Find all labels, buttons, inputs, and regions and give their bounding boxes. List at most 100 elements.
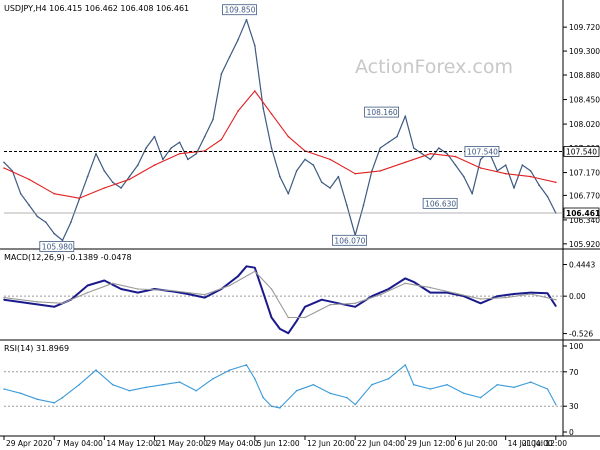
macd-data-point [304,316,306,319]
x-tick-label: 29 Apr 2020 [6,439,53,448]
price-data-point [120,187,122,189]
price-data-point [463,175,465,178]
macd-data-point [513,293,515,295]
price-data-point [170,147,172,149]
macd-data-point [479,298,482,300]
price-data-point [329,187,331,189]
price-y-tick-label: 108.450 [569,96,600,105]
price-data-point [479,158,482,161]
price-y-tick-label: 109.720 [569,23,600,32]
rsi-data-point [254,377,256,380]
price-level-label-box [563,146,600,157]
macd-data-point [203,296,206,299]
macd-data-point [496,295,499,298]
x-tick-label: 21 Jul 12:00 [522,439,567,448]
rsi-data-point [412,383,415,386]
price-data-point [555,181,557,184]
price-y-tick-label: 108.880 [569,71,600,80]
macd-data-point [137,291,139,294]
macd-data-point [203,293,206,296]
price-data-point [245,18,248,21]
macd-data-point [287,332,290,335]
price-data-point [362,204,365,206]
rsi-y-axis: 100 70 30 0 [4,342,584,437]
price-data-point [379,170,382,172]
rsi-data-point [61,396,64,399]
price-data-point [454,155,457,158]
price-data-point [162,158,164,161]
macd-data-point [287,316,290,319]
price-data-point [187,158,189,161]
rsi-data-point [546,388,549,390]
rsi-series [3,364,557,409]
price-y-tick-label: 105.920 [569,240,600,249]
rsi-data-point [245,364,248,366]
chart-header: USDJPY,H4 106.415 106.462 106.408 106.46… [4,4,189,13]
price-data-point [128,178,131,181]
rsi-data-point [404,364,407,366]
rsi-data-point [128,389,131,392]
rsi-y-tick-label: 0 [569,428,574,437]
macd-data-point [479,302,482,305]
macd-data-point [320,298,323,301]
price-data-point [237,38,239,41]
rsi-data-point [529,381,532,383]
rsi-data-point [162,383,164,386]
macd-data-point [387,288,390,290]
macd-data-point [412,281,415,283]
macd-y-tick-label: 0.00 [569,292,586,301]
annotation-box [332,234,367,246]
annotation-box [39,241,75,252]
macd-data-point [429,286,432,289]
price-data-point [337,175,340,178]
price-data-point [513,187,515,189]
rsi-data-point [195,389,198,392]
macd-data-point [354,302,357,305]
rsi-data-point [371,383,373,386]
price-data-point [270,113,273,115]
price-data-point [396,135,398,138]
watermark: ActionForex.com [355,56,513,78]
macd-data-point [379,293,382,296]
macd-data-point [86,291,89,294]
price-data-point [429,152,432,155]
price-data-point [153,135,156,138]
macd-data-point [446,291,448,294]
price-data-point [529,175,532,178]
rsi-data-point [178,381,181,383]
macd-data-point [28,302,30,305]
annotation-label: 105.980 [42,242,73,251]
rsi-data-point [329,392,331,395]
macd-series-line-macd [3,265,557,335]
price-data-point [379,147,382,149]
macd-data-point [454,292,457,295]
price-data-point [404,161,407,164]
price-data-point [203,135,206,138]
rsi-data-point [513,386,515,389]
macd-data-point [3,296,5,299]
price-data-point [479,167,482,169]
price-data-point [28,204,30,206]
price-y-tick-label: 109.300 [569,47,600,56]
rsi-data-point [95,369,97,371]
rsi-data-point [262,396,265,399]
price-data-point [128,175,131,178]
price-data-point [178,141,181,144]
price-data-point [228,56,231,58]
rsi-data-point [555,403,557,406]
macd-data-point [329,303,331,306]
rsi-data-point [3,388,5,390]
rsi-data-point [212,377,214,380]
price-data-point [45,221,47,223]
price-data-point [237,110,239,112]
macd-data-point [295,320,298,322]
annotation-box [364,106,400,118]
price-data-point [262,107,265,109]
rsi-data-point [346,396,348,399]
macd-data-point [170,289,172,292]
rsi-y-tick-label: 70 [569,368,579,377]
price-data-point [279,175,281,178]
price-y-tick-label: 108.020 [569,120,600,129]
annotation-label: 108.160 [367,108,398,117]
